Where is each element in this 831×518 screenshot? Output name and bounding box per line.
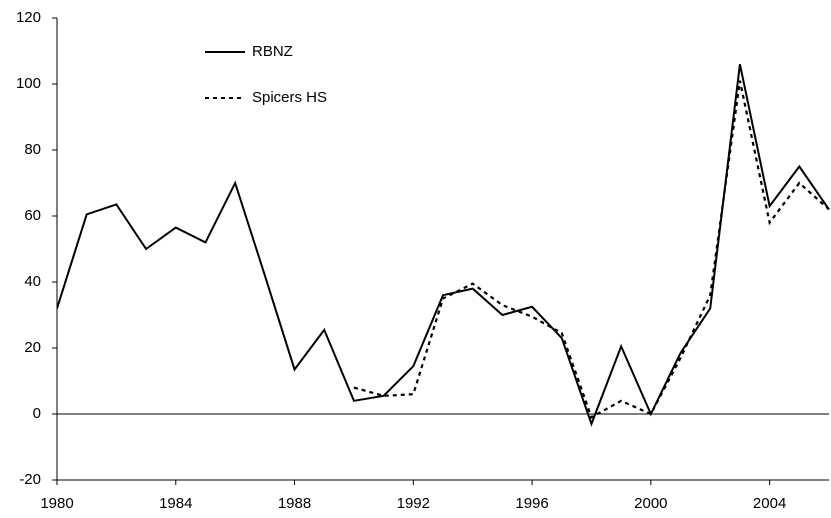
y-tick-label: 120 <box>16 9 41 26</box>
x-tick-label: 1992 <box>397 495 430 512</box>
x-tick-label: 1988 <box>278 495 311 512</box>
plot-area <box>57 63 830 427</box>
legend-label: RBNZ <box>252 43 293 60</box>
legend-label: Spicers HS <box>252 89 327 106</box>
y-tick-label: 60 <box>24 207 41 224</box>
y-tick-label: -20 <box>19 471 41 488</box>
x-tick-label: 2004 <box>753 495 786 512</box>
y-tick-label: 40 <box>24 273 41 290</box>
y-tick-label: 80 <box>24 141 41 158</box>
x-tick-label: 1984 <box>159 495 192 512</box>
x-tick-label: 1996 <box>515 495 548 512</box>
x-tick-label: 2000 <box>634 495 667 512</box>
y-tick-label: 100 <box>16 75 41 92</box>
x-tick-label: 1980 <box>40 495 73 512</box>
y-tick-label: 0 <box>33 405 41 422</box>
y-tick-label: 20 <box>24 339 41 356</box>
series-line <box>353 80 830 419</box>
series-line <box>57 63 830 427</box>
